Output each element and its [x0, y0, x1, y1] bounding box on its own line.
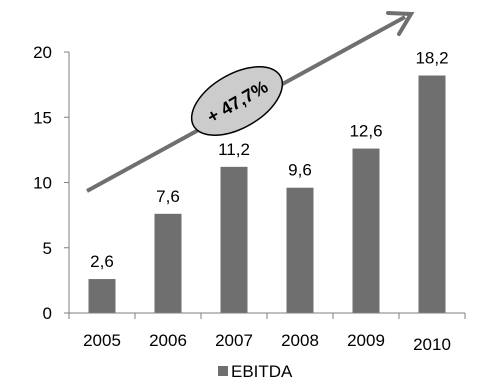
bar-2009	[352, 148, 380, 313]
bar-2007	[220, 166, 248, 313]
y-tick-label: 15	[33, 108, 52, 127]
bar-2010	[418, 75, 446, 314]
bars-group	[88, 75, 446, 314]
x-tick-label-2005: 2005	[83, 331, 121, 350]
data-label-2008: 9,6	[288, 161, 312, 180]
growth-arrow-head	[386, 11, 415, 36]
data-labels-group: 2,6 7,6 11,2 9,6 12,6 18,2	[90, 48, 448, 271]
bar-2008	[286, 187, 314, 313]
data-label-2006: 7,6	[156, 187, 180, 206]
x-axis-labels: 2005 2006 2007 2008 2009 2010	[83, 331, 451, 354]
x-tick-label-2009: 2009	[347, 331, 385, 350]
legend: EBITDA	[218, 362, 293, 381]
x-tick-label-2006: 2006	[149, 331, 187, 350]
legend-swatch-ebitda	[218, 366, 228, 376]
y-tick-label: 10	[33, 174, 52, 193]
data-label-2007: 11,2	[218, 140, 250, 159]
x-tick-label-2007: 2007	[215, 331, 253, 350]
y-tick-label: 0	[43, 304, 52, 323]
growth-badge: + 47,7%	[190, 66, 284, 136]
y-tick-label: 5	[43, 239, 52, 258]
x-tick-label-2010: 2010	[413, 335, 451, 354]
growth-badge-ellipse	[190, 66, 284, 136]
data-label-2009: 12,6	[349, 122, 382, 141]
legend-label-ebitda: EBITDA	[231, 362, 293, 381]
y-tick-label: 20	[33, 43, 52, 62]
data-label-2005: 2,6	[90, 252, 114, 271]
x-tick-label-2008: 2008	[281, 331, 319, 350]
axes-group	[68, 52, 466, 319]
bar-2005	[88, 279, 116, 313]
y-axis-ticks: 0 5 10 15 20	[33, 43, 69, 323]
data-label-2010: 18,2	[415, 48, 448, 67]
bar-2006	[154, 213, 182, 313]
